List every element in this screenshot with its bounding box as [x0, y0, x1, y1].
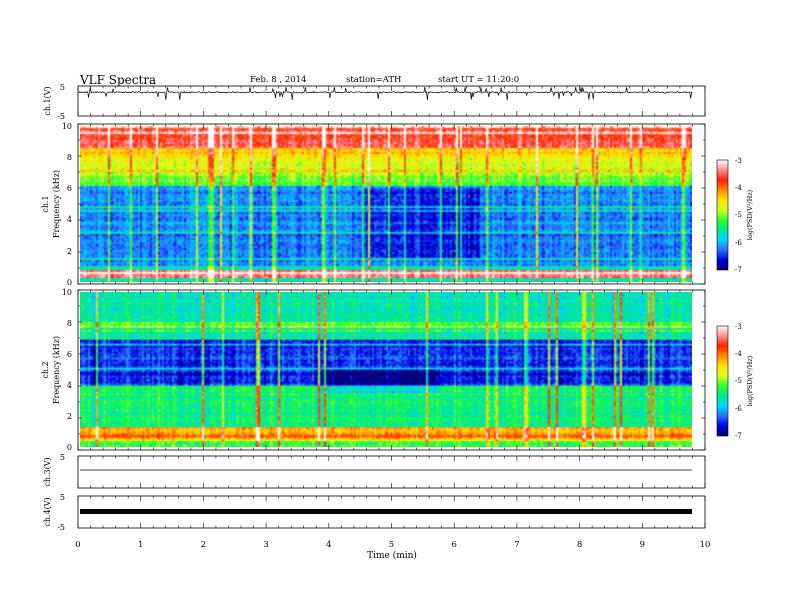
x-tick-label: 7: [514, 540, 519, 550]
ch2-spectrogram-ylabel: ch.2: [41, 361, 50, 378]
ch1-cbar-tick-7: -7: [735, 266, 742, 274]
ch2-ytick-2: 2: [67, 412, 72, 421]
ch1-waveform-panel: 5 -5 ch.1(V): [43, 83, 706, 121]
x-tick-label: 0: [75, 540, 80, 550]
ch2-cbar-tick-3: -3: [735, 323, 742, 331]
ch1-ytick-10: 10: [62, 122, 72, 131]
ch3-waveform-panel: 5 ch.3(V): [43, 453, 706, 489]
ch1-ytick-top: 5: [60, 83, 65, 92]
ch1-ytick-8: 8: [67, 153, 72, 162]
x-axis-label: Time (min): [367, 550, 417, 561]
ch1-cbar-tick-4: -4: [735, 184, 742, 192]
ch1-spectrogram-ylabel: ch.1: [41, 195, 50, 212]
ch2-ytick-4: 4: [67, 381, 72, 390]
ch4-waveform-ylabel: ch.4(V): [43, 497, 52, 526]
ch2-ytick-6: 6: [67, 350, 72, 359]
ch1-cbar-tick-6: -6: [735, 239, 742, 247]
x-tick-label: 6: [451, 540, 456, 550]
figure-title: VLF Spectra: [79, 73, 156, 87]
ch2-ytick-8: 8: [67, 319, 72, 328]
x-tick-label: 3: [263, 540, 268, 550]
station-label: station=ATH: [346, 75, 401, 85]
ch2-colorbar-bar: [716, 325, 729, 437]
ch3-ytick-top: 5: [60, 453, 65, 462]
ch1-spectrogram-panel: 10 8 6 4 2 0 ch.1 Frequency (kHz): [41, 122, 706, 287]
ch2-cbar-tick-7: -7: [735, 432, 742, 440]
x-tick-label: 4: [326, 540, 331, 550]
ch1-spectrogram-heatmap: [80, 126, 692, 282]
x-tick-labels: 0 1 2 3 4 5 6 7 8 9 10: [75, 540, 710, 550]
ch1-colorbar-label: log(PSD(V²/Hz): [746, 189, 754, 240]
x-tick-label: 8: [577, 540, 582, 550]
x-tick-label: 2: [201, 540, 206, 550]
x-tick-label: 1: [138, 540, 143, 550]
x-tick-label: 10: [700, 540, 711, 550]
ch4-waveform-trace: [80, 509, 692, 514]
ch2-colorbar: -3 -4 -5 -6 -7 log(PSD(V²/Hz): [716, 323, 754, 440]
ch2-cbar-tick-4: -4: [735, 350, 742, 358]
ch1-frequency-label: Frequency (kHz): [52, 170, 61, 238]
x-tick-label: 5: [389, 540, 394, 550]
ch1-ytick-0: 0: [67, 278, 72, 287]
ch2-ytick-10: 10: [62, 288, 72, 297]
ch2-frequency-label: Frequency (kHz): [52, 336, 61, 404]
ch2-spectrogram-heatmap: [80, 292, 692, 447]
ch1-waveform-ylabel: ch.1(V): [43, 86, 52, 115]
ch4-ytick-bottom: -5: [57, 523, 65, 532]
ch2-ytick-0: 0: [67, 443, 72, 452]
ch2-cbar-tick-5: -5: [735, 377, 742, 385]
ch1-colorbar: -3 -4 -5 -6 -7 log(PSD(V²/Hz): [716, 157, 754, 274]
ch1-ytick-6: 6: [67, 184, 72, 193]
axis-ticks: [77, 86, 706, 528]
ch2-colorbar-label: log(PSD(V²/Hz): [746, 355, 754, 406]
ch4-waveform-panel: 5 -5 ch.4(V): [43, 493, 706, 532]
ch1-ytick-2: 2: [67, 247, 72, 256]
ch3-waveform-ylabel: ch.3(V): [43, 457, 52, 486]
ch4-ytick-top: 5: [60, 493, 65, 502]
ch2-spectrogram-panel: 10 8 6 4 2 0 ch.2 Frequency (kHz): [41, 288, 706, 452]
ch1-cbar-tick-5: -5: [735, 211, 742, 219]
x-tick-label: 9: [640, 540, 645, 550]
ch1-ytick-4: 4: [67, 215, 72, 224]
ch1-waveform-trace: [77, 87, 693, 101]
start-time-label: start UT = 11:20:0: [438, 75, 519, 85]
ch1-ytick-bottom: -5: [57, 112, 65, 121]
ch1-cbar-tick-3: -3: [735, 157, 742, 165]
ch1-colorbar-bar: [716, 159, 729, 271]
date-label: Feb. 8 , 2014: [250, 75, 306, 85]
ch2-cbar-tick-6: -6: [735, 405, 742, 413]
